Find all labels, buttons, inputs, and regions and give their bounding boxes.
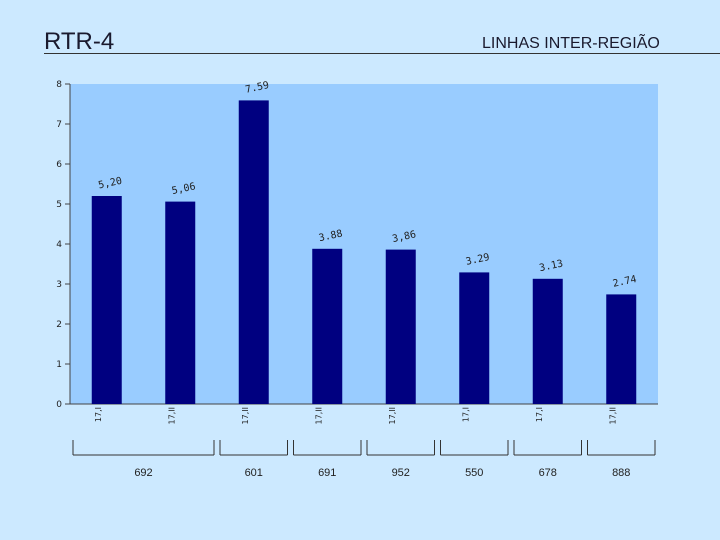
bar [532,278,563,404]
category-label: 17,I [535,407,544,422]
slide-title: RTR-4 [44,28,115,55]
y-tick-label: 3 [56,280,62,290]
category-label: 17,II [314,407,323,424]
value-labels-group: 5,20 5,06 7.59 3.88 3,86 3.29 3.13 2.74 [97,80,637,290]
category-label: 17,II [608,407,617,424]
y-tick-label: 2 [56,320,62,330]
category-labels-group: 17,I 17,II 17,II 17,II 17,II 17,I 17,I 17,II [94,407,618,424]
category-label: 17,II [167,407,176,424]
y-tick-label: 0 [56,400,62,410]
value-label: 7.59 [244,80,270,96]
value-label: 3.88 [318,228,344,244]
category-label: 17,I [94,407,103,422]
group-brackets: 692 601 691 952 550 678 888 [72,440,656,479]
group-label: 691 [318,467,336,479]
value-label: 5,20 [97,176,123,192]
category-label: 17,II [241,407,250,424]
plot-area [70,84,658,404]
value-label: 3.13 [538,258,564,274]
y-tick-label: 5 [56,200,62,210]
bar [385,249,416,404]
bar [165,201,196,404]
bar [238,100,269,405]
group-label: 550 [465,467,483,479]
bar [91,196,122,404]
group-label: 888 [612,467,630,479]
value-label: 3,86 [391,229,417,245]
y-tick-label: 7 [56,120,62,130]
bars-group [91,100,637,405]
value-label: 5,06 [171,181,197,197]
bar [459,272,490,404]
category-label: 17,I [461,407,470,422]
y-tick-label: 4 [56,240,62,250]
value-label: 2.74 [612,274,638,290]
y-tick-label: 6 [56,160,62,170]
group-label: 692 [134,467,152,479]
category-label: 17,II [388,407,397,424]
group-label: 601 [245,467,263,479]
bar [312,248,343,404]
value-label: 3.29 [465,252,491,268]
bar [606,294,637,404]
group-label: 678 [539,467,557,479]
group-label: 952 [392,467,410,479]
slide-subtitle: LINHAS INTER-REGIÃO [482,35,660,52]
y-tick-label: 8 [56,80,62,90]
title-underline [44,53,720,54]
y-tick-label: 1 [56,360,62,370]
